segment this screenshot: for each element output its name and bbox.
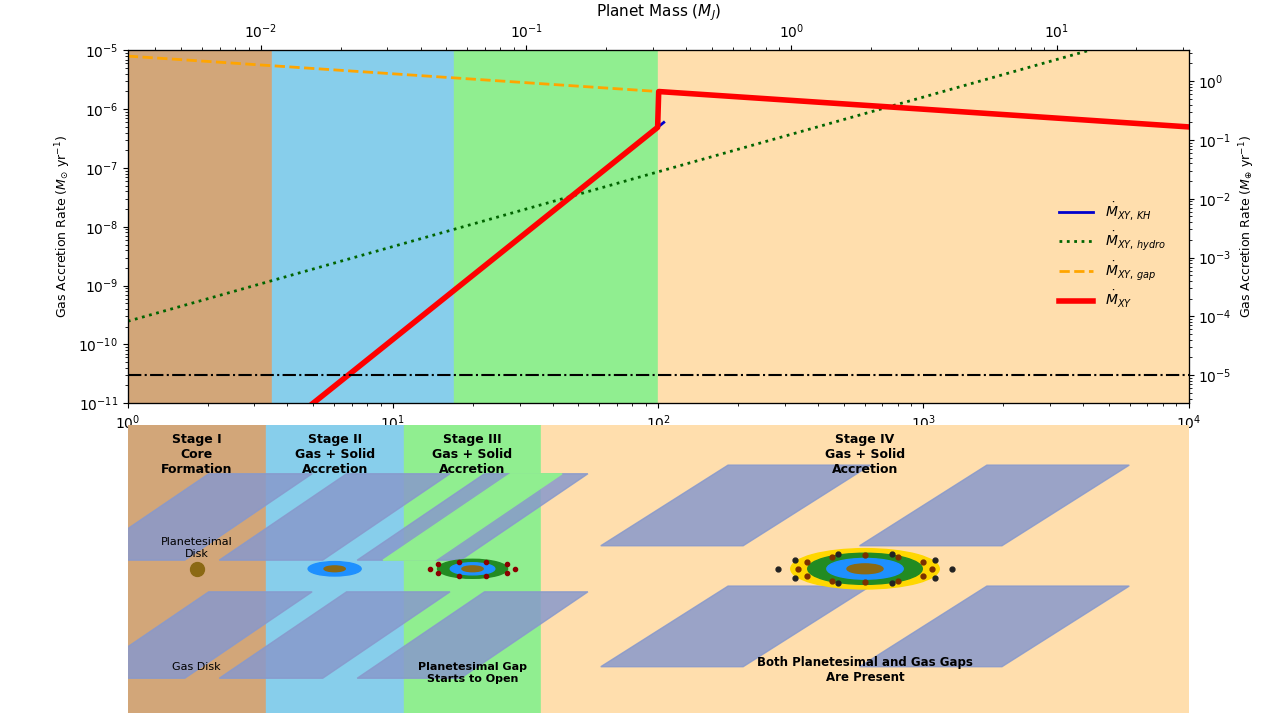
Circle shape [791,549,939,589]
X-axis label: Planet Mass ($M_{\oplus}$): Planet Mass ($M_{\oplus}$) [593,437,723,455]
Circle shape [450,563,495,575]
Polygon shape [357,592,588,678]
Text: Planetesimal Gap
Starts to Open: Planetesimal Gap Starts to Open [418,662,527,684]
X-axis label: Planet Mass ($M_J$): Planet Mass ($M_J$) [596,3,721,23]
Polygon shape [220,592,450,678]
Text: Stage I
Core
Formation: Stage I Core Formation [161,433,233,477]
Circle shape [461,566,483,572]
Bar [128,50,272,403]
Circle shape [827,559,904,579]
Polygon shape [82,474,312,560]
Circle shape [847,564,883,574]
Circle shape [325,566,345,572]
Polygon shape [601,586,870,667]
Polygon shape [383,474,562,560]
Polygon shape [82,592,312,678]
Text: Planetesimal
Disk: Planetesimal Disk [161,537,233,559]
Text: Stage II
Gas + Solid
Accretion: Stage II Gas + Solid Accretion [295,433,374,477]
Bar [454,50,658,403]
Bar [272,50,454,403]
Circle shape [808,553,923,585]
Bar [266,425,404,713]
Text: Both Planetesimal and Gas Gaps
Are Present: Both Planetesimal and Gas Gaps Are Prese… [757,656,973,684]
Polygon shape [357,474,588,560]
Text: Stage III
Gas + Solid
Accretion: Stage III Gas + Solid Accretion [432,433,512,477]
Polygon shape [860,586,1130,667]
Bar [542,425,1189,713]
Circle shape [308,562,362,576]
Polygon shape [860,465,1130,546]
Polygon shape [601,465,870,546]
Bar [128,425,266,713]
Y-axis label: Gas Accretion Rate ($M_{\oplus}$ yr$^{-1}$): Gas Accretion Rate ($M_{\oplus}$ yr$^{-1… [1237,135,1258,318]
Y-axis label: Gas Accretion Rate ($M_{\odot}$ yr$^{-1}$): Gas Accretion Rate ($M_{\odot}$ yr$^{-1}… [54,135,73,318]
Bar [404,425,542,713]
Circle shape [437,559,507,578]
Text: Stage IV
Gas + Solid
Accretion: Stage IV Gas + Solid Accretion [826,433,905,477]
Polygon shape [220,474,450,560]
Legend: $\dot{M}_{XY,\,KH}$, $\dot{M}_{XY,\,hydro}$, $\dot{M}_{XY,\,gap}$, $\dot{M}_{XY}: $\dot{M}_{XY,\,KH}$, $\dot{M}_{XY,\,hydr… [1053,194,1171,315]
Text: Gas Disk: Gas Disk [173,662,221,672]
